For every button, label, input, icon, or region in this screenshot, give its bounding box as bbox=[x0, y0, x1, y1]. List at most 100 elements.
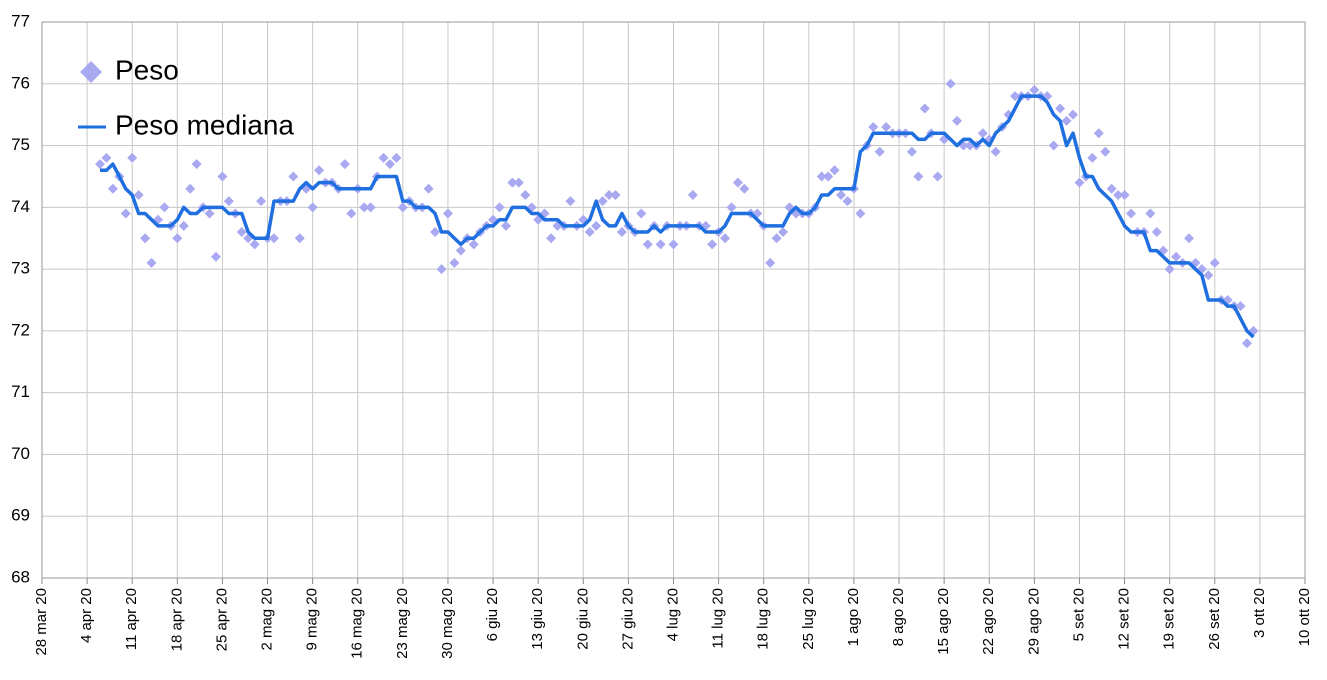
marker bbox=[468, 239, 479, 250]
marker bbox=[294, 233, 305, 244]
y-tick-label: 73 bbox=[11, 259, 30, 278]
marker bbox=[1145, 208, 1156, 219]
marker bbox=[500, 220, 511, 231]
marker bbox=[546, 233, 557, 244]
y-tick-label: 75 bbox=[11, 135, 30, 154]
y-tick-label: 76 bbox=[11, 73, 30, 92]
marker bbox=[1068, 109, 1079, 120]
legend-marker bbox=[80, 61, 102, 83]
x-tick-label: 12 set 20 bbox=[1116, 588, 1133, 650]
marker bbox=[217, 171, 228, 182]
marker bbox=[707, 239, 718, 250]
marker bbox=[642, 239, 653, 250]
marker bbox=[223, 196, 234, 207]
x-tick-label: 20 giu 20 bbox=[574, 588, 591, 650]
marker bbox=[636, 208, 647, 219]
marker bbox=[1126, 208, 1137, 219]
x-tick-label: 5 set 20 bbox=[1070, 588, 1087, 641]
marker bbox=[507, 177, 518, 188]
marker bbox=[249, 239, 260, 250]
marker bbox=[307, 202, 318, 213]
marker bbox=[423, 183, 434, 194]
marker bbox=[655, 239, 666, 250]
marker bbox=[765, 257, 776, 268]
marker bbox=[94, 159, 105, 170]
marker bbox=[842, 196, 853, 207]
marker bbox=[442, 208, 453, 219]
marker bbox=[391, 152, 402, 163]
marker bbox=[868, 122, 879, 133]
marker bbox=[1113, 189, 1124, 200]
marker bbox=[256, 196, 267, 207]
marker bbox=[384, 159, 395, 170]
x-tick-label: 23 mag 20 bbox=[394, 588, 411, 659]
marker bbox=[172, 233, 183, 244]
marker bbox=[185, 183, 196, 194]
x-tick-label: 28 mar 20 bbox=[33, 588, 50, 656]
marker bbox=[952, 115, 963, 126]
x-tick-label: 26 set 20 bbox=[1206, 588, 1223, 650]
marker bbox=[449, 257, 460, 268]
line bbox=[99, 94, 1255, 339]
marker bbox=[159, 202, 170, 213]
marker bbox=[604, 189, 615, 200]
marker bbox=[1151, 227, 1162, 238]
x-tick-label: 3 ott 20 bbox=[1251, 588, 1268, 638]
y-tick-label: 70 bbox=[11, 444, 30, 463]
marker bbox=[881, 122, 892, 133]
marker bbox=[1209, 257, 1220, 268]
marker bbox=[687, 189, 698, 200]
x-tick-label: 25 lug 20 bbox=[800, 588, 817, 650]
marker bbox=[204, 208, 215, 219]
y-tick-label: 69 bbox=[11, 506, 30, 525]
marker bbox=[945, 78, 956, 89]
marker bbox=[133, 189, 144, 200]
x-tick-label: 4 apr 20 bbox=[78, 588, 95, 643]
marker bbox=[610, 189, 621, 200]
marker bbox=[1029, 84, 1040, 95]
marker bbox=[1087, 152, 1098, 163]
x-tick-label: 16 mag 20 bbox=[349, 588, 366, 659]
x-tick-label: 2 mag 20 bbox=[259, 588, 276, 651]
marker bbox=[732, 177, 743, 188]
x-tick-label: 11 lug 20 bbox=[710, 588, 727, 649]
marker bbox=[739, 183, 750, 194]
marker bbox=[346, 208, 357, 219]
marker bbox=[584, 227, 595, 238]
marker bbox=[397, 202, 408, 213]
marker bbox=[288, 171, 299, 182]
marker bbox=[494, 202, 505, 213]
marker bbox=[365, 202, 376, 213]
marker bbox=[120, 208, 131, 219]
x-tick-label: 18 lug 20 bbox=[755, 588, 772, 650]
marker bbox=[339, 159, 350, 170]
x-tick-label: 27 giu 20 bbox=[619, 588, 636, 650]
marker bbox=[268, 233, 279, 244]
marker bbox=[616, 227, 627, 238]
marker bbox=[668, 239, 679, 250]
marker bbox=[1106, 183, 1117, 194]
plot-frame bbox=[41, 21, 1306, 579]
marker bbox=[430, 227, 441, 238]
x-tick-label: 29 ago 20 bbox=[1025, 588, 1042, 655]
marker bbox=[378, 152, 389, 163]
marker bbox=[127, 152, 138, 163]
marker bbox=[990, 146, 1001, 157]
marker bbox=[977, 128, 988, 139]
marker bbox=[210, 251, 221, 262]
legend-label: Peso bbox=[115, 54, 179, 85]
marker bbox=[816, 171, 827, 182]
legend-label: Peso mediana bbox=[115, 109, 294, 140]
marker bbox=[1093, 128, 1104, 139]
marker bbox=[236, 227, 247, 238]
x-tick-label: 19 set 20 bbox=[1161, 588, 1178, 650]
marker bbox=[778, 227, 789, 238]
y-tick-label: 77 bbox=[11, 11, 30, 30]
marker bbox=[1055, 103, 1066, 114]
marker bbox=[359, 202, 370, 213]
marker bbox=[1164, 264, 1175, 275]
x-tick-label: 10 ott 20 bbox=[1296, 588, 1313, 646]
marker bbox=[919, 103, 930, 114]
